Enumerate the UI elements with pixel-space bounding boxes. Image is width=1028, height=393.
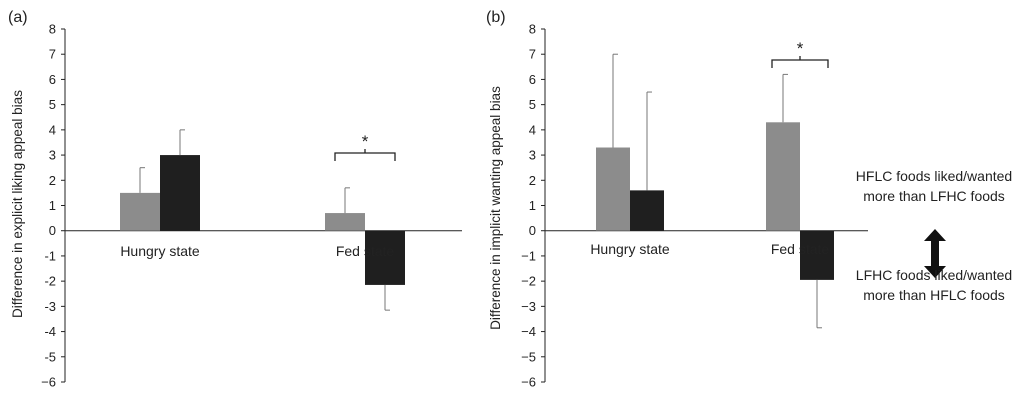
- significance-star: *: [362, 132, 369, 151]
- category-label: Hungry state: [590, 241, 670, 257]
- bar: [766, 122, 800, 231]
- y-tick-label: -4: [44, 324, 56, 339]
- y-tick-label: 7: [49, 47, 56, 62]
- bar: [800, 230, 834, 280]
- significance-star: *: [797, 39, 804, 58]
- bar: [596, 147, 630, 231]
- y-tick-label: 8: [49, 22, 56, 37]
- y-tick-label: 7: [529, 47, 536, 62]
- y-tick-label: 1: [49, 198, 56, 213]
- y-tick-label: 5: [529, 97, 536, 112]
- y-tick-label: 0: [49, 223, 56, 238]
- y-tick-label: 4: [529, 122, 536, 137]
- y-tick-label: -1: [44, 248, 56, 263]
- y-tick-label: 3: [529, 148, 536, 163]
- bar: [325, 213, 365, 231]
- panel-label-a: (a): [8, 9, 28, 26]
- category-label: Fed state: [771, 241, 830, 257]
- y-tick-label: 4: [49, 122, 56, 137]
- category-label: Hungry state: [120, 243, 200, 259]
- y-tick-label: 6: [529, 72, 536, 87]
- annotation-top-line2: more than LFHC foods: [863, 188, 1005, 204]
- bars-a: Hungry state Fed state *: [120, 129, 405, 311]
- y-axis-label-a: Difference in explicit liking appeal bia…: [10, 90, 25, 318]
- annotation-bottom-line1: LFHC foods liked/wanted: [856, 267, 1012, 283]
- y-tick-label: −6: [41, 375, 56, 390]
- y-tick-label: 1: [529, 198, 536, 213]
- y-tick-label: −3: [521, 299, 536, 314]
- category-label: Fed state: [336, 243, 395, 259]
- y-tick-label: 2: [49, 173, 56, 188]
- y-tick-label: 5: [49, 97, 56, 112]
- y-tick-label: −5: [521, 349, 536, 364]
- y-tick-label: -5: [44, 349, 56, 364]
- annotation-bottom-line2: more than HFLC foods: [863, 287, 1005, 303]
- y-tick-label: 6: [49, 72, 56, 87]
- y-tick-label: 8: [529, 22, 536, 37]
- bars-b: Hungry state Fed state *: [590, 39, 834, 329]
- panel-b: (b) Difference in implicit wanting appea…: [486, 9, 868, 390]
- y-tick-label: 0: [529, 223, 536, 238]
- significance-bracket: [771, 59, 829, 68]
- y-tick-label: −4: [521, 324, 536, 339]
- double-vertical-arrow-icon: [924, 229, 946, 278]
- panel-a: (a) Difference in explicit liking appeal…: [8, 9, 462, 390]
- y-axis-b: 8 7 6 5 4 3 2 1 0 −1 −2 −3 −4 −5 −6: [521, 22, 868, 390]
- bar: [630, 190, 664, 231]
- y-tick-label: −2: [521, 274, 536, 289]
- annotation-top-line1: HFLC foods liked/wanted: [856, 168, 1012, 184]
- y-tick-label: -2: [44, 274, 56, 289]
- panel-label-b: (b): [486, 9, 506, 26]
- y-tick-label: −1: [521, 248, 536, 263]
- y-tick-label: 3: [49, 148, 56, 163]
- y-tick-label: −6: [521, 375, 536, 390]
- bar: [365, 230, 405, 285]
- y-axis-a: 8 7 6 5 4 3 2 1 0 -1 -2 -3 -4 -5 −6: [41, 22, 462, 390]
- y-tick-label: 2: [529, 173, 536, 188]
- bar: [160, 155, 200, 231]
- y-axis-label-b: Difference in implicit wanting appeal bi…: [488, 86, 503, 330]
- significance-bracket: [334, 152, 396, 161]
- bar: [120, 192, 160, 231]
- y-tick-label: -3: [44, 299, 56, 314]
- direction-annotation: HFLC foods liked/wanted more than LFHC f…: [856, 168, 1012, 303]
